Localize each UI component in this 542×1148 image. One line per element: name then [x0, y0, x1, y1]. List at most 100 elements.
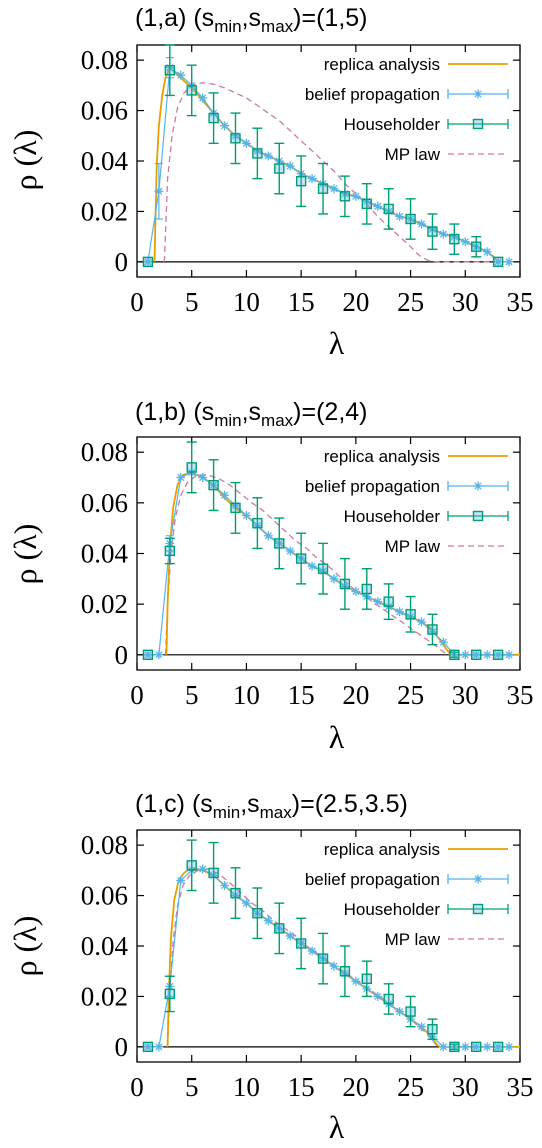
mp-law-curve [164, 474, 520, 656]
chart-title-sub1: min [213, 803, 240, 822]
householder-point [208, 867, 219, 879]
x-tick-label: 30 [452, 1072, 479, 1102]
x-tick-label: 5 [185, 287, 199, 317]
x-axis-label: λ [329, 325, 345, 361]
bp-point [154, 186, 164, 196]
bp-point [220, 121, 230, 131]
bp-point [198, 864, 208, 874]
bp-point [493, 257, 503, 267]
bp-point [504, 1042, 514, 1052]
householder-point [427, 1024, 438, 1035]
chart-title-mid: ,s [242, 4, 261, 32]
bp-point [285, 161, 295, 171]
x-tick-label: 0 [130, 680, 144, 710]
y-tick-label: 0.08 [81, 437, 128, 467]
x-tick-label: 30 [452, 287, 479, 317]
bp-point [438, 1042, 448, 1052]
legend-label: MP law [385, 930, 441, 949]
y-tick-label: 0.06 [81, 96, 128, 126]
chart-title: (1,b) (smin,smax)=(2,4) [135, 398, 368, 430]
bp-point [438, 637, 448, 647]
x-tick-label: 5 [185, 680, 199, 710]
chart-title-prefix: (1,a) (s [135, 4, 214, 32]
legend-label: replica analysis [324, 840, 440, 859]
legend-label: Householder [344, 115, 441, 134]
legend-label: MP law [385, 145, 441, 164]
householder-point [208, 479, 219, 491]
householder-point [295, 938, 307, 949]
bp-point [417, 219, 427, 229]
mp-law-curve [166, 868, 520, 1048]
x-tick-label: 10 [233, 1072, 260, 1102]
bp-point [154, 650, 164, 660]
chart-panel-2: (1,b) (smin,smax)=(2,4) 0 5 10 15 20 25 30 35 0 0.… [7, 398, 534, 755]
bp-point [417, 1022, 427, 1032]
bp-point [285, 546, 295, 556]
bp-point [307, 561, 317, 571]
bp-point [176, 875, 186, 885]
chart-title-suffix: )=(1,5) [293, 4, 367, 32]
chart-title-prefix: (1,c) (s [135, 790, 213, 818]
householder-point [361, 973, 372, 984]
householder-point [252, 908, 263, 919]
y-axis-label: ρ (λ) [7, 130, 43, 191]
bp-point [373, 597, 383, 607]
householder-point [492, 256, 504, 268]
x-tick-label: 20 [342, 680, 369, 710]
x-tick-label: 15 [288, 680, 315, 710]
y-tick-label: 0.08 [81, 830, 128, 860]
householder-point [208, 112, 219, 124]
legend-label: replica analysis [324, 447, 440, 466]
y-tick-label: 0.02 [81, 589, 128, 619]
replica-analysis-curve [165, 471, 520, 656]
chart-panel-1: (1,a) (smin,smax)=(1,5) 0 5 10 15 20 25 30 35 0 0.… [7, 4, 534, 361]
bp-point [373, 201, 383, 211]
householder-point [317, 563, 329, 574]
householder-point [449, 233, 460, 245]
householder-point [164, 545, 176, 557]
householder-point [230, 133, 241, 144]
chart-panel-3: (1,c) (smin,smax)=(2.5,3.5) 0 5 10 15 20 25 30 3… [7, 790, 534, 1145]
x-tick-label: 0 [130, 287, 144, 317]
legend-marker [473, 481, 483, 491]
bp-point [395, 211, 405, 221]
householder-point [427, 624, 438, 635]
householder-point [471, 649, 482, 661]
x-tick-label: 10 [233, 287, 260, 317]
bp-point [351, 586, 361, 596]
householder-point [405, 609, 416, 620]
bp-point [351, 191, 361, 201]
bp-point [329, 961, 339, 971]
householder-point [471, 1041, 482, 1053]
legend-marker [473, 874, 483, 884]
y-tick-label: 0 [115, 640, 129, 670]
chart-title-sub1: min [214, 17, 241, 36]
chart-title-sub2: max [260, 803, 293, 822]
bp-point [460, 1042, 470, 1052]
bp-point [220, 490, 230, 500]
legend: replica analysis belief propagation Househ… [305, 55, 509, 164]
plot-area [142, 44, 514, 268]
bp-point [351, 976, 361, 986]
bp-point [143, 650, 153, 660]
bp-point [176, 473, 186, 483]
belief-propagation-line [147, 66, 510, 263]
bp-point [285, 931, 295, 941]
householder-point [492, 649, 504, 661]
bp-point [471, 650, 481, 660]
bp-point [307, 174, 317, 184]
bp-point [241, 898, 251, 908]
x-tick-label: 15 [288, 1072, 315, 1102]
householder-point [383, 203, 394, 215]
belief-propagation-line [147, 868, 510, 1048]
x-tick-label: 35 [507, 287, 534, 317]
legend-marker [472, 118, 484, 130]
householder-point [427, 226, 438, 237]
x-tick-label: 0 [130, 1072, 144, 1102]
householder-point [274, 923, 285, 934]
bp-point [198, 93, 208, 103]
householder-point [274, 163, 285, 174]
y-tick-label: 0.02 [81, 981, 128, 1011]
x-tick-label: 25 [397, 287, 424, 317]
